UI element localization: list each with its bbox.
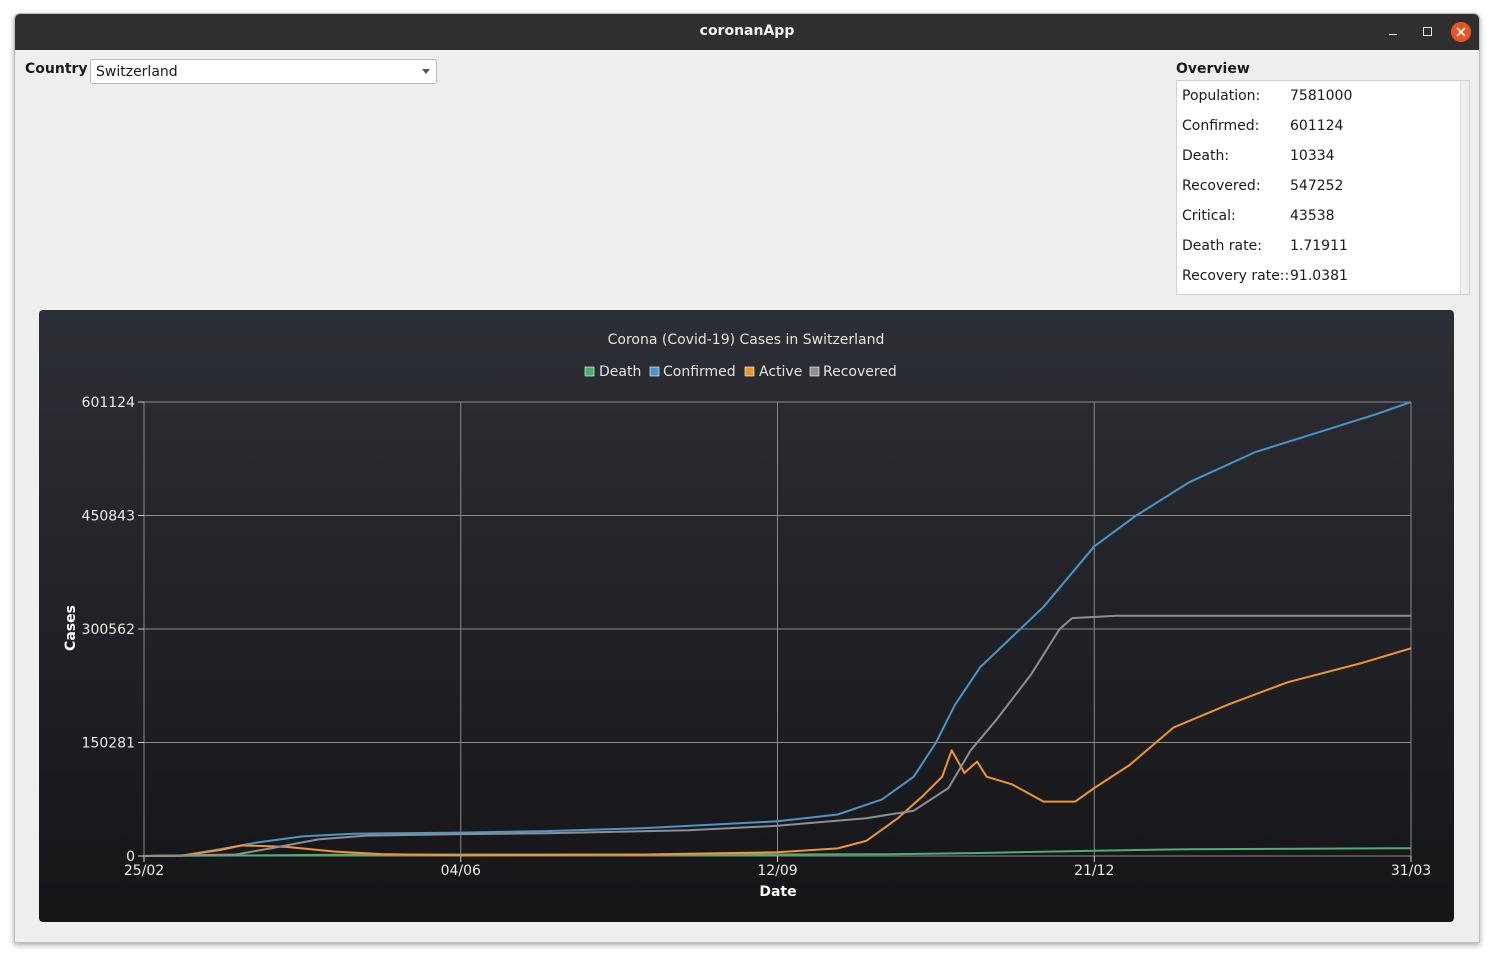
overview-key: Critical:	[1182, 208, 1236, 224]
series-line-confirmed	[143, 401, 1412, 857]
overview-value: 43538	[1290, 208, 1335, 224]
country-select[interactable]: Switzerland	[90, 59, 437, 84]
legend-swatch-recovered	[809, 366, 820, 377]
overview-key: Death:	[1182, 148, 1230, 164]
app-window: coronanApp Country Switzerland Overview …	[14, 13, 1480, 943]
minimize-icon[interactable]	[1383, 22, 1403, 42]
y-tick-label: 0	[126, 849, 135, 865]
close-icon[interactable]	[1451, 22, 1471, 42]
x-tick-label: 31/03	[1391, 863, 1431, 879]
country-selected-value: Switzerland	[96, 64, 178, 80]
maximize-icon[interactable]	[1417, 22, 1437, 42]
legend-swatch-active	[744, 366, 755, 377]
legend-swatch-confirmed	[649, 366, 660, 377]
series-line-active	[143, 647, 1412, 857]
series-line-recovered	[143, 614, 1411, 857]
overview-value: 10334	[1290, 148, 1335, 164]
y-tick-label: 300562	[82, 622, 135, 638]
x-tick-label: 12/09	[757, 863, 797, 879]
legend-label-confirmed: Confirmed	[663, 364, 736, 380]
legend-swatch-death	[584, 366, 595, 377]
chart-legend: Death Confirmed Active Recovered	[584, 364, 897, 380]
country-label: Country	[25, 61, 88, 77]
legend-label-death: Death	[599, 364, 641, 380]
y-axis: 0 150281 300562 450843 601124	[82, 395, 144, 865]
chart-panel: Corona (Covid-19) Cases in Switzerland D…	[39, 310, 1454, 922]
title-bar: coronanApp	[15, 14, 1479, 50]
overview-value: 91.0381	[1290, 268, 1348, 284]
overview-key: Recovered:	[1182, 178, 1261, 194]
x-axis-label: Date	[759, 884, 796, 900]
window-title: coronanApp	[699, 23, 795, 39]
overview-key: Confirmed:	[1182, 118, 1260, 134]
chart-title: Corona (Covid-19) Cases in Switzerland	[608, 332, 885, 348]
y-tick-label: 601124	[82, 395, 136, 411]
x-tick-label: 04/06	[441, 863, 481, 879]
overview-value: 1.71911	[1290, 238, 1348, 254]
overview-value: 7581000	[1290, 88, 1353, 104]
chart-series	[143, 401, 1412, 857]
overview-value: 601124	[1290, 118, 1344, 134]
legend-label-recovered: Recovered	[823, 364, 897, 380]
x-tick-label: 21/12	[1074, 863, 1114, 879]
overview-key: Recovery rate::	[1182, 268, 1290, 284]
overview-scrollbar[interactable]	[1460, 81, 1469, 294]
x-axis: 25/02 04/06 12/09 21/12 31/03	[124, 856, 1431, 879]
y-tick-label: 450843	[82, 509, 135, 525]
series-line-death	[143, 847, 1412, 857]
overview-key: Population:	[1182, 88, 1261, 104]
legend-label-active: Active	[759, 364, 802, 380]
chevron-down-icon	[422, 69, 430, 74]
y-axis-label: Cases	[63, 605, 79, 651]
cases-chart: Corona (Covid-19) Cases in Switzerland D…	[63, 332, 1431, 900]
overview-title: Overview	[1176, 61, 1250, 77]
overview-value: 547252	[1290, 178, 1344, 194]
y-tick-label: 150281	[82, 736, 135, 752]
x-tick-label: 25/02	[124, 863, 164, 879]
overview-key: Death rate:	[1182, 238, 1262, 254]
overview-panel: Population: 7581000 Confirmed: 601124 De…	[1176, 80, 1470, 295]
chart-grid	[143, 401, 1412, 857]
